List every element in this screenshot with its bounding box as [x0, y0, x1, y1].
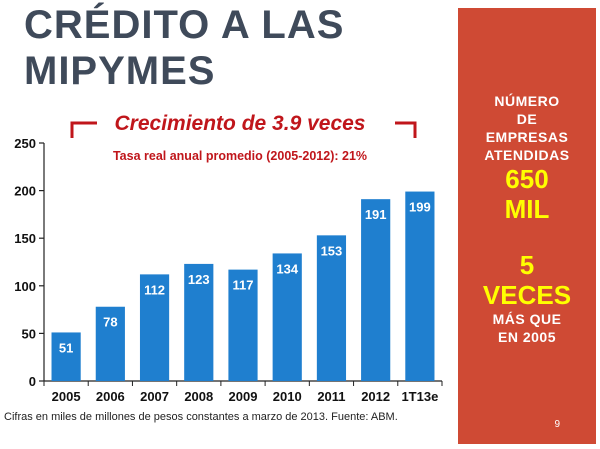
bar — [95, 306, 125, 381]
bar-data-label: 117 — [233, 278, 254, 293]
y-tick-label: 0 — [29, 374, 36, 389]
y-tick-label: 250 — [14, 136, 36, 151]
bar-data-label: 51 — [59, 340, 73, 355]
panel-label-de: DE — [516, 111, 538, 127]
bar-data-label: 112 — [144, 282, 165, 297]
panel-big-veces: VECES — [482, 280, 572, 310]
bar-data-label: 134 — [276, 261, 298, 276]
x-tick-label: 2006 — [96, 389, 125, 404]
panel-label-numero: NÚMERO — [494, 93, 560, 109]
y-tick-label: 150 — [14, 231, 36, 246]
panel-label-mas-que: MÁS QUE — [492, 311, 562, 327]
bar-data-label: 78 — [103, 315, 117, 330]
bar — [361, 199, 391, 381]
x-axis: 2005 2006 2007 2008 2009 2010 2011 2012 1T13e — [43, 380, 443, 404]
bar — [139, 274, 170, 381]
x-tick-label: 2010 — [273, 389, 302, 404]
slide-title-line-2: MIPYMES — [24, 49, 216, 93]
panel-big-650: 650 — [505, 164, 549, 194]
y-axis: 0 50 100 150 200 250 — [14, 136, 45, 389]
panel-big-mil: MIL — [504, 194, 550, 224]
bar — [228, 269, 258, 381]
x-tick-label: 2007 — [140, 389, 169, 404]
panel-label-empresas: EMPRESAS — [485, 129, 569, 145]
panel-big-5: 5 — [519, 250, 535, 280]
growth-subheadline: Tasa real anual promedio (2005-2012): 21… — [112, 149, 368, 163]
bar — [184, 263, 214, 381]
right-bracket-decoration — [395, 121, 417, 138]
x-tick-label: 2012 — [361, 389, 390, 404]
x-tick-label: 2005 — [52, 389, 81, 404]
x-tick-label: 2011 — [317, 389, 345, 404]
bar — [316, 235, 347, 381]
bar-data-label: 123 — [188, 272, 210, 287]
bar — [272, 253, 302, 381]
bar — [51, 332, 81, 381]
bars-group: 51 78 112 123 117 134 153 191 199 — [51, 191, 435, 381]
side-panel: NÚMERO DE EMPRESAS ATENDIDAS 650 MIL 5 V… — [458, 8, 596, 444]
panel-label-atendidas: ATENDIDAS — [484, 147, 570, 163]
left-bracket-decoration — [70, 121, 97, 138]
x-tick-label: 2008 — [184, 389, 213, 404]
x-tick-label: 2009 — [229, 389, 258, 404]
bar-data-label: 153 — [321, 243, 343, 258]
y-tick-label: 50 — [22, 326, 36, 341]
slide-title-line-1: CRÉDITO A LAS — [24, 3, 345, 47]
bar-data-label: 199 — [409, 200, 431, 215]
bar-data-label: 191 — [365, 207, 387, 222]
slide-title: CRÉDITO A LAS MIPYMES — [24, 2, 344, 94]
y-tick-label: 200 — [14, 184, 36, 199]
x-tick-label: 1T13e — [401, 389, 438, 404]
y-tick-label: 100 — [14, 279, 36, 294]
panel-label-en-2005: EN 2005 — [498, 329, 556, 345]
bar — [405, 191, 435, 381]
source-footnote: Cifras en miles de millones de pesos con… — [4, 411, 398, 423]
page-number: 9 — [554, 419, 560, 430]
growth-headline: Crecimiento de 3.9 veces — [114, 112, 366, 135]
